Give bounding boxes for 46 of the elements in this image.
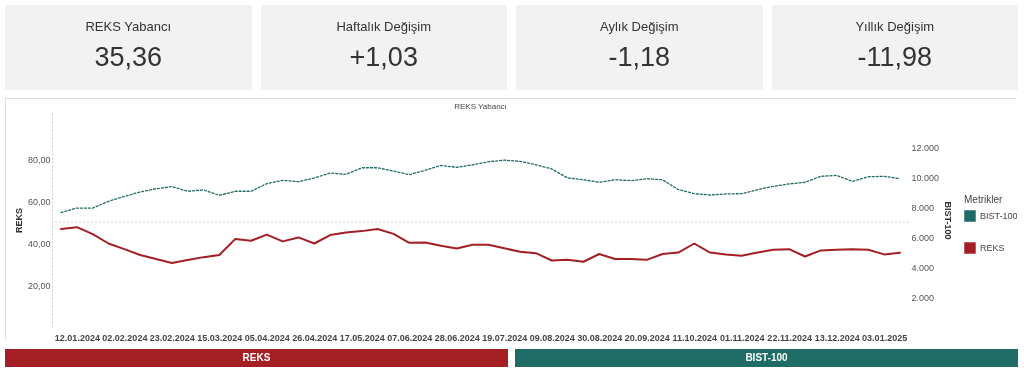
text: +1,03: [349, 42, 418, 72]
text: -11,98: [857, 42, 933, 72]
y-tick-label: 20,00: [27, 280, 51, 291]
y-axis-title: REKS: [13, 207, 24, 234]
category-label: Yıllık Değişim: [854, 19, 936, 34]
x-tick-label: 09.08.2024: [529, 332, 575, 343]
text: -1,18: [608, 42, 671, 72]
x-tick-label: 30.08.2024: [577, 332, 623, 343]
x-tick-label: 05.04.2024: [244, 332, 290, 343]
x-tick-label: 19.07.2024: [482, 332, 528, 343]
x-tick-label: 22.11.2024: [767, 332, 812, 343]
x-tick-label: 11.10.2024: [672, 332, 717, 343]
y-tick-label: 40,00: [27, 238, 51, 249]
x-tick-label: 02.02.2024: [102, 332, 148, 343]
x-tick-label: 12.01.2024: [54, 332, 100, 343]
x-tick-label: 15.03.2024: [197, 332, 243, 343]
text: 35,36: [94, 42, 163, 72]
legend-title: Metrikler: [964, 194, 1003, 205]
y2-axis-title: BIST-100: [943, 201, 954, 240]
category-label: REKS Yabancı: [84, 19, 172, 34]
x-tick-label: 17.05.2024: [339, 332, 385, 343]
legend-label: BIST-100: [980, 211, 1018, 221]
y2-tick-label: 2.000: [911, 292, 935, 303]
x-tick-label: 07.06.2024: [387, 332, 433, 343]
x-tick-label: 28.06.2024: [434, 332, 480, 343]
category-label: REKS: [5, 349, 508, 367]
chart-title: REKS Yabancı: [454, 102, 507, 111]
y-tick-label: 60,00: [27, 196, 51, 207]
y2-tick-label: 10.000: [911, 172, 940, 183]
line-series: [60, 159, 901, 214]
line-series: [60, 226, 901, 265]
category-label: BIST-100: [515, 349, 1018, 367]
x-tick-label: 13.12.2024: [814, 332, 860, 343]
x-tick-label: 01.11.2024: [719, 332, 765, 343]
y2-tick-label: 4.000: [911, 262, 935, 273]
x-tick-label: 26.04.2024: [292, 332, 338, 343]
y2-tick-label: 12.000: [911, 142, 940, 153]
legend-label: REKS: [980, 243, 1005, 253]
x-tick-label: 23.02.2024: [149, 332, 195, 343]
category-label: Aylık Değişim: [599, 19, 680, 34]
x-tick-label: 20.09.2024: [624, 332, 670, 343]
y2-tick-label: 8.000: [911, 202, 935, 213]
y2-tick-label: 6.000: [911, 232, 935, 243]
y-tick-label: 80,00: [27, 154, 51, 165]
x-tick-label: 03.01.2025: [862, 332, 908, 343]
category-label: Haftalık Değişim: [335, 19, 433, 34]
